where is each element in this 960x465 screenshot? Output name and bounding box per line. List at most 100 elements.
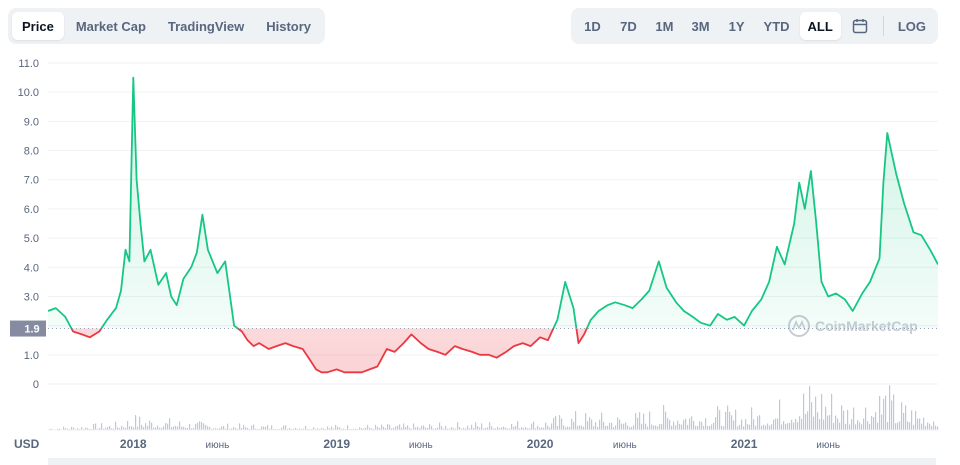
volume-bar xyxy=(793,422,795,430)
volume-bar xyxy=(555,415,557,430)
range-ytd-button[interactable]: YTD xyxy=(763,18,790,34)
range-navigator[interactable] xyxy=(48,458,936,465)
volume-bar xyxy=(171,427,173,430)
log-scale-button[interactable]: LOG xyxy=(897,18,926,34)
volume-bar xyxy=(833,422,835,430)
volume-bar xyxy=(721,425,723,430)
volume-bar xyxy=(493,428,495,430)
volume-bar xyxy=(773,419,775,430)
volume-bar xyxy=(845,423,847,430)
volume-bar xyxy=(553,417,555,430)
volume-bar xyxy=(219,428,221,430)
volume-bar xyxy=(645,423,647,430)
range-3m-button[interactable]: 3M xyxy=(691,18,710,34)
y-tick-label: 6.0 xyxy=(24,204,39,216)
volume-bar xyxy=(523,428,525,430)
volume-bar xyxy=(323,428,325,430)
volume-bar xyxy=(663,405,665,430)
volume-bar xyxy=(683,419,685,430)
volume-bar xyxy=(929,423,931,430)
volume-bar xyxy=(843,410,845,430)
volume-bar xyxy=(477,426,479,430)
volume-bar xyxy=(549,427,551,430)
volume-bar xyxy=(513,426,515,430)
volume-bar xyxy=(139,416,141,430)
volume-bar xyxy=(887,422,889,430)
volume-bar xyxy=(791,419,793,430)
volume-bar xyxy=(59,428,61,430)
volume-bar xyxy=(805,413,807,430)
volume-bar xyxy=(903,412,905,430)
volume-bar xyxy=(863,418,865,430)
volume-bar xyxy=(321,428,323,430)
volume-bar xyxy=(535,428,537,430)
volume-bar xyxy=(681,424,683,430)
volume-bar xyxy=(547,425,549,430)
volume-bar xyxy=(841,405,843,430)
volume-bar xyxy=(333,428,335,430)
volume-bar xyxy=(581,425,583,430)
tab-market-cap[interactable]: Market Cap xyxy=(75,18,146,34)
volume-bar xyxy=(611,422,613,430)
volume-bar xyxy=(539,427,541,430)
volume-bar xyxy=(669,419,671,430)
volume-bar xyxy=(233,427,235,430)
range-1m-button[interactable]: 1M xyxy=(655,18,674,34)
tab-tradingview[interactable]: TradingView xyxy=(167,18,245,34)
volume-bar xyxy=(175,425,177,430)
volume-bar xyxy=(785,423,787,430)
volume-bar xyxy=(155,427,157,430)
volume-bar xyxy=(809,385,811,430)
tab-history[interactable]: History xyxy=(266,18,312,34)
volume-bar xyxy=(665,411,667,430)
volume-bar xyxy=(269,428,271,430)
volume-bar xyxy=(587,421,589,430)
volume-bar xyxy=(837,418,839,430)
volume-bar xyxy=(385,428,387,430)
volume-bar xyxy=(935,425,937,430)
volume-bar xyxy=(619,419,621,430)
volume-bar xyxy=(497,426,499,430)
volume-bar xyxy=(271,425,273,430)
volume-bar xyxy=(253,424,255,430)
volume-bar xyxy=(529,428,531,430)
volume-bar xyxy=(165,423,167,430)
volume-bar xyxy=(183,426,185,430)
volume-bar xyxy=(783,421,785,430)
range-all-button[interactable]: ALL xyxy=(799,12,841,40)
y-tick-label: 5.0 xyxy=(24,233,39,245)
volume-bar xyxy=(107,426,109,430)
range-1y-button[interactable]: 1Y xyxy=(728,18,745,34)
baseline-box xyxy=(10,320,46,337)
volume-bar xyxy=(145,423,147,430)
volume-bar xyxy=(857,420,859,430)
volume-bar xyxy=(573,421,575,430)
volume-bar xyxy=(249,428,251,430)
volume-bar xyxy=(873,417,875,430)
volume-bar xyxy=(753,419,755,430)
range-7d-button[interactable]: 7D xyxy=(620,18,637,34)
range-1d-button[interactable]: 1D xyxy=(584,18,601,34)
volume-bar xyxy=(551,423,553,430)
volume-bar xyxy=(621,423,623,430)
volume-bar xyxy=(839,422,841,430)
volume-bar xyxy=(421,425,423,430)
volume-bar xyxy=(409,428,411,430)
volume-bar xyxy=(313,427,315,430)
date-picker-button[interactable] xyxy=(843,12,877,40)
volume-bar xyxy=(329,428,331,430)
volume-bar xyxy=(293,428,295,430)
volume-bar xyxy=(367,424,369,430)
volume-bar xyxy=(651,424,653,430)
y-tick-label: 7.0 xyxy=(24,175,39,187)
chart-tabs: Price Market Cap TradingView History xyxy=(8,8,326,44)
volume-bar xyxy=(97,428,99,430)
volume-bar xyxy=(87,427,89,430)
volume-bar xyxy=(341,428,343,430)
volume-bar xyxy=(283,425,285,430)
volume-bar xyxy=(425,427,427,430)
volume-bar xyxy=(635,413,637,430)
volume-bar xyxy=(607,425,609,430)
volume-bar xyxy=(915,410,917,430)
tab-price[interactable]: Price xyxy=(12,12,64,40)
